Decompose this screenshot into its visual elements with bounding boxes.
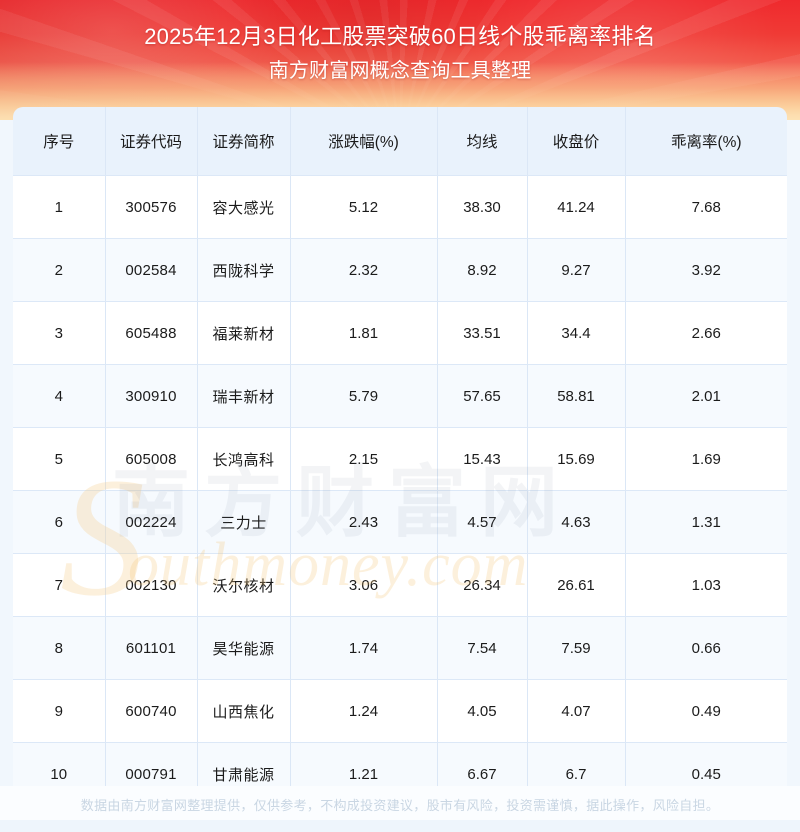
- cell-close: 58.81: [527, 364, 626, 428]
- cell-close: 7.59: [527, 616, 626, 680]
- cell-close: 41.24: [527, 175, 626, 239]
- cell-code: 300910: [105, 364, 198, 428]
- cell-code: 300576: [105, 175, 198, 239]
- table-row: 7 002130 沃尔核材 3.06 26.34 26.61 1.03: [13, 553, 787, 617]
- cell-change: 5.12: [290, 175, 438, 239]
- cell-close: 9.27: [527, 238, 626, 302]
- cell-close: 4.07: [527, 679, 626, 743]
- table-row: 9 600740 山西焦化 1.24 4.05 4.07 0.49: [13, 679, 787, 743]
- table-row: 6 002224 三力士 2.43 4.57 4.63 1.31: [13, 490, 787, 554]
- cell-code: 002584: [105, 238, 198, 302]
- cell-rank: 6: [13, 490, 106, 554]
- cell-name: 三力士: [197, 490, 291, 554]
- table-row: 8 601101 昊华能源 1.74 7.54 7.59 0.66: [13, 616, 787, 680]
- cell-change: 2.32: [290, 238, 438, 302]
- table-row: 1 300576 容大感光 5.12 38.30 41.24 7.68: [13, 175, 787, 239]
- footer-disclaimer: 数据由南方财富网整理提供，仅供参考，不构成投资建议，股市有风险，投资需谨慎，据此…: [80, 798, 720, 813]
- column-header-name: 证券简称: [197, 107, 291, 176]
- table-header-row: 序号 证券代码 证券简称 涨跌幅(%) 均线 收盘价 乖离率(%): [13, 107, 787, 176]
- cell-rank: 2: [13, 238, 106, 302]
- cell-close: 34.4: [527, 301, 626, 365]
- column-header-close: 收盘价: [527, 107, 626, 176]
- table-row: 4 300910 瑞丰新材 5.79 57.65 58.81 2.01: [13, 364, 787, 428]
- table-header: 序号 证券代码 证券简称 涨跌幅(%) 均线 收盘价 乖离率(%): [13, 107, 787, 176]
- cell-bias: 0.49: [625, 679, 787, 743]
- footer: 数据由南方财富网整理提供，仅供参考，不构成投资建议，股市有风险，投资需谨慎，据此…: [0, 786, 800, 832]
- cell-name: 山西焦化: [197, 679, 291, 743]
- cell-bias: 1.69: [625, 427, 787, 491]
- table-row: 3 605488 福莱新材 1.81 33.51 34.4 2.66: [13, 301, 787, 365]
- cell-rank: 1: [13, 175, 106, 239]
- cell-bias: 3.92: [625, 238, 787, 302]
- page-title-line1: 2025年12月3日化工股票突破60日线个股乖离率排名: [144, 24, 656, 49]
- cell-rank: 7: [13, 553, 106, 617]
- cell-change: 2.43: [290, 490, 438, 554]
- table-row: 2 002584 西陇科学 2.32 8.92 9.27 3.92: [13, 238, 787, 302]
- cell-rank: 5: [13, 427, 106, 491]
- cell-rank: 3: [13, 301, 106, 365]
- stock-ranking-table-container: 序号 证券代码 证券简称 涨跌幅(%) 均线 收盘价 乖离率(%) 1 30057…: [13, 107, 787, 806]
- cell-bias: 7.68: [625, 175, 787, 239]
- cell-code: 002224: [105, 490, 198, 554]
- table-body: 1 300576 容大感光 5.12 38.30 41.24 7.68 2 002584 西陇科学…: [13, 175, 787, 806]
- cell-rank: 4: [13, 364, 106, 428]
- stock-ranking-table: 序号 证券代码 证券简称 涨跌幅(%) 均线 收盘价 乖离率(%) 1 30057…: [13, 107, 787, 806]
- cell-code: 605008: [105, 427, 198, 491]
- cell-name: 西陇科学: [197, 238, 291, 302]
- cell-bias: 1.31: [625, 490, 787, 554]
- column-header-change: 涨跌幅(%): [290, 107, 438, 176]
- cell-code: 002130: [105, 553, 198, 617]
- cell-bias: 1.03: [625, 553, 787, 617]
- cell-bias: 2.01: [625, 364, 787, 428]
- cell-ma: 8.92: [437, 238, 528, 302]
- cell-change: 3.06: [290, 553, 438, 617]
- cell-change: 1.74: [290, 616, 438, 680]
- column-header-code: 证券代码: [105, 107, 198, 176]
- column-header-bias: 乖离率(%): [625, 107, 787, 176]
- cell-rank: 8: [13, 616, 106, 680]
- cell-close: 4.63: [527, 490, 626, 554]
- cell-change: 5.79: [290, 364, 438, 428]
- cell-bias: 2.66: [625, 301, 787, 365]
- cell-name: 容大感光: [197, 175, 291, 239]
- page-banner: 2025年12月3日化工股票突破60日线个股乖离率排名 南方财富网概念查询工具整…: [0, 0, 800, 120]
- cell-ma: 33.51: [437, 301, 528, 365]
- cell-rank: 9: [13, 679, 106, 743]
- cell-ma: 15.43: [437, 427, 528, 491]
- cell-code: 601101: [105, 616, 198, 680]
- column-header-ma: 均线: [437, 107, 528, 176]
- cell-close: 15.69: [527, 427, 626, 491]
- cell-name: 福莱新材: [197, 301, 291, 365]
- cell-ma: 38.30: [437, 175, 528, 239]
- cell-ma: 57.65: [437, 364, 528, 428]
- cell-code: 605488: [105, 301, 198, 365]
- cell-name: 昊华能源: [197, 616, 291, 680]
- cell-bias: 0.66: [625, 616, 787, 680]
- cell-change: 2.15: [290, 427, 438, 491]
- page-title-line2: 南方财富网概念查询工具整理: [268, 60, 532, 82]
- cell-name: 沃尔核材: [197, 553, 291, 617]
- cell-change: 1.24: [290, 679, 438, 743]
- cell-ma: 7.54: [437, 616, 528, 680]
- cell-code: 600740: [105, 679, 198, 743]
- cell-name: 长鸿高科: [197, 427, 291, 491]
- table-row: 5 605008 长鸿高科 2.15 15.43 15.69 1.69: [13, 427, 787, 491]
- cell-ma: 26.34: [437, 553, 528, 617]
- page-title: 2025年12月3日化工股票突破60日线个股乖离率排名 南方财富网概念查询工具整…: [0, 22, 800, 86]
- footer-bottom-strip: [0, 820, 800, 832]
- cell-ma: 4.05: [437, 679, 528, 743]
- column-header-rank: 序号: [13, 107, 106, 176]
- cell-name: 瑞丰新材: [197, 364, 291, 428]
- cell-ma: 4.57: [437, 490, 528, 554]
- cell-change: 1.81: [290, 301, 438, 365]
- cell-close: 26.61: [527, 553, 626, 617]
